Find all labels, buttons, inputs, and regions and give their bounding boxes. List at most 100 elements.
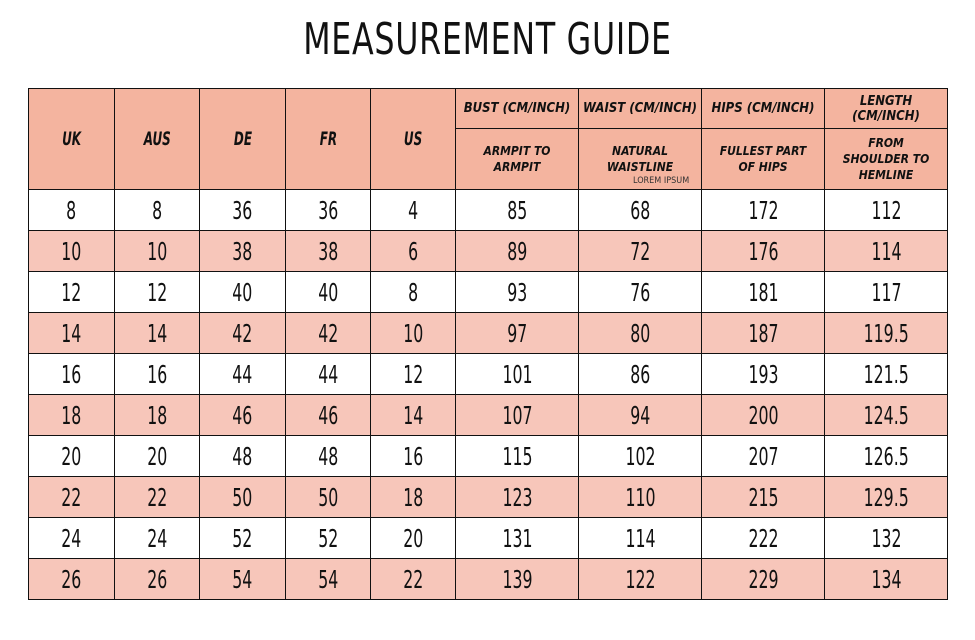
table-cell-text: 10	[402, 318, 424, 348]
table-cell-text: 14	[61, 318, 82, 348]
table-cell-text: 22	[61, 482, 82, 512]
table-cell: 18	[28, 394, 115, 436]
table-cell: 14	[28, 312, 115, 354]
table-cell-text: 44	[232, 359, 253, 389]
table-cell-text: 18	[402, 482, 424, 512]
table-cell-text: 193	[747, 359, 779, 389]
table-cell: 119.5	[824, 312, 948, 354]
table-cell-text: 22	[402, 564, 424, 594]
table-cell: 115	[455, 435, 579, 477]
size-header: AUS	[114, 88, 200, 190]
table-cell-text: 172	[747, 195, 779, 225]
table-cell: 44	[199, 353, 286, 395]
table-cell: 18	[114, 394, 200, 436]
table-cell-text: 115	[501, 441, 533, 471]
table-cell-text: 93	[506, 277, 528, 307]
table-cell: 207	[701, 435, 825, 477]
table-cell-text: 126.5	[863, 441, 909, 471]
table-cell-text: 8	[66, 195, 77, 225]
table-cell-text: 80	[629, 318, 651, 348]
table-cell: 50	[285, 476, 371, 518]
table-cell-text: 139	[501, 564, 533, 594]
table-cell: 94	[578, 394, 702, 436]
table-cell: 85	[455, 189, 579, 231]
table-cell-text: 129.5	[863, 482, 909, 512]
table-cell-text: 131	[501, 523, 533, 553]
table-cell: 187	[701, 312, 825, 354]
table-cell: 10	[370, 312, 456, 354]
table-cell: 139	[455, 558, 579, 600]
measure-header: LENGTH (CM/INCH)	[824, 88, 948, 129]
table-cell-text: 119.5	[863, 318, 909, 348]
table-cell-text: 4	[407, 195, 419, 225]
table-cell-text: 16	[146, 359, 168, 389]
table-cell: 193	[701, 353, 825, 395]
measure-header: BUST (CM/INCH)	[455, 88, 579, 129]
note: LOREM IPSUM	[633, 176, 690, 186]
table-cell-text: 94	[629, 400, 651, 430]
table-cell-text: 12	[402, 359, 424, 389]
table-cell-text: 72	[629, 236, 651, 266]
table-cell: 12	[114, 271, 200, 313]
table-cell: 48	[199, 435, 286, 477]
table-cell-text: 222	[747, 523, 779, 553]
table-cell-text: 54	[317, 564, 339, 594]
size-header-text: US	[403, 128, 423, 150]
table-cell: 86	[578, 353, 702, 395]
table-cell: 114	[824, 230, 948, 272]
table-cell-text: 229	[747, 564, 779, 594]
table-cell-text: 42	[232, 318, 253, 348]
table-cell-text: 86	[629, 359, 651, 389]
table-cell: 38	[285, 230, 371, 272]
table-cell: 114	[578, 517, 702, 559]
measure-header: WAIST (CM/INCH)	[578, 88, 702, 129]
size-header: US	[370, 88, 456, 190]
table-cell: 229	[701, 558, 825, 600]
table-cell: 129.5	[824, 476, 948, 518]
table-cell-text: 12	[146, 277, 168, 307]
table-cell: 20	[114, 435, 200, 477]
table-cell-text: 16	[61, 359, 82, 389]
table-cell: 16	[114, 353, 200, 395]
table-cell: 14	[370, 394, 456, 436]
table-cell-text: 207	[747, 441, 779, 471]
table-cell: 123	[455, 476, 579, 518]
table-cell: 44	[285, 353, 371, 395]
table-cell-text: 22	[146, 482, 168, 512]
table-cell-text: 187	[747, 318, 779, 348]
size-header: DE	[199, 88, 286, 190]
table-cell-text: 20	[61, 441, 82, 471]
table-cell: 222	[701, 517, 825, 559]
table-cell: 8	[28, 189, 115, 231]
table-cell: 76	[578, 271, 702, 313]
table-cell-text: 200	[747, 400, 779, 430]
table-cell: 12	[370, 353, 456, 395]
table-cell: 132	[824, 517, 948, 559]
measure-header: HIPS (CM/INCH)	[701, 88, 825, 129]
table-cell: 8	[370, 271, 456, 313]
table-cell-text: 97	[506, 318, 528, 348]
table-cell-text: 52	[317, 523, 339, 553]
table-cell-text: 68	[629, 195, 651, 225]
table-cell-text: 50	[232, 482, 253, 512]
table-cell-text: 10	[146, 236, 168, 266]
measure-detail: ARMPIT TO ARMPIT	[455, 128, 579, 190]
table-cell: 20	[370, 517, 456, 559]
size-header-text: DE	[233, 128, 252, 150]
table-cell-text: 38	[232, 236, 253, 266]
table-cell-text: 176	[747, 236, 779, 266]
table-cell-text: 18	[61, 400, 82, 430]
table-cell: 18	[370, 476, 456, 518]
table-cell-text: 132	[870, 523, 902, 553]
table-cell-text: 107	[501, 400, 533, 430]
table-cell: 117	[824, 271, 948, 313]
table-cell-text: 85	[506, 195, 528, 225]
table-cell: 24	[114, 517, 200, 559]
table-cell: 12	[28, 271, 115, 313]
table-cell: 22	[370, 558, 456, 600]
table-cell-text: 26	[146, 564, 168, 594]
table-cell: 72	[578, 230, 702, 272]
table-cell-text: 52	[232, 523, 253, 553]
table-cell: 26	[28, 558, 115, 600]
